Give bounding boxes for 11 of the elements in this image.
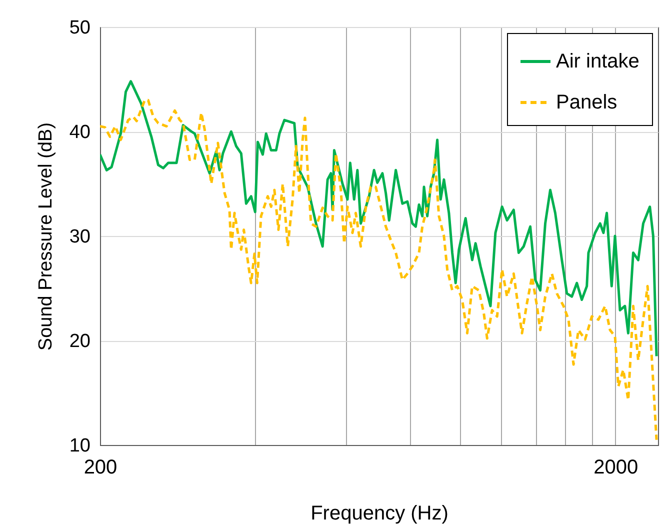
legend-label: Air intake <box>556 50 640 72</box>
legend-label: Panels <box>556 92 618 114</box>
x-axis-title: Frequency (Hz) <box>310 502 448 524</box>
x-tick-label: 2000 <box>594 456 638 478</box>
y-tick-label: 50 <box>69 18 90 38</box>
y-tick-label: 10 <box>69 436 90 456</box>
y-tick-label: 40 <box>69 122 90 143</box>
x-tick-label: 200 <box>84 456 118 478</box>
y-axis-title: Sound Pressure Level (dB) <box>35 122 56 351</box>
y-tick-label: 30 <box>69 226 90 248</box>
y-tick-label: 20 <box>69 331 90 352</box>
